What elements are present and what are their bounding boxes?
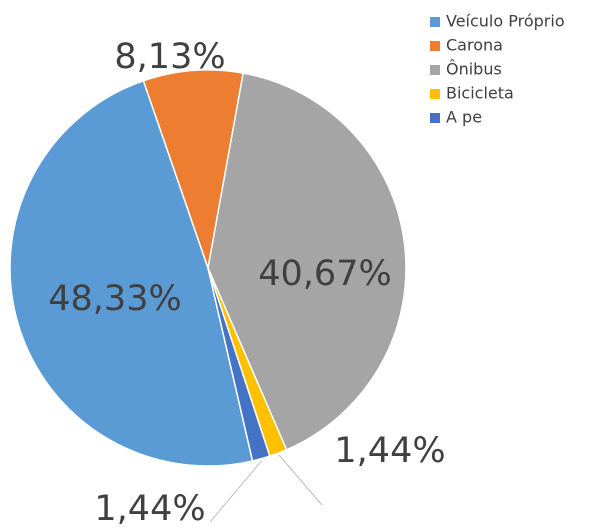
legend-swatch <box>430 65 440 75</box>
legend-label: Veículo Próprio <box>446 12 565 31</box>
legend-label: Bicicleta <box>446 84 514 103</box>
data-label: 40,67% <box>258 254 391 294</box>
leader-line <box>278 454 323 506</box>
pie-slice <box>207 72 407 451</box>
pie-slice <box>9 79 254 467</box>
legend-swatch <box>430 113 440 123</box>
data-label: 1,44% <box>334 431 445 471</box>
pie-slice <box>207 267 271 462</box>
legend-label: Ônibus <box>446 60 502 79</box>
legend-label: A pe <box>446 108 482 127</box>
data-label: 8,13% <box>114 37 225 77</box>
data-label: 48,33% <box>48 279 181 319</box>
legend-swatch <box>430 17 440 27</box>
legend-label: Carona <box>446 36 503 55</box>
data-label: 1,44% <box>94 489 205 529</box>
legend-swatch <box>430 89 440 99</box>
legend-swatch <box>430 41 440 51</box>
leader-line <box>209 460 263 523</box>
pie-slice <box>142 69 245 271</box>
